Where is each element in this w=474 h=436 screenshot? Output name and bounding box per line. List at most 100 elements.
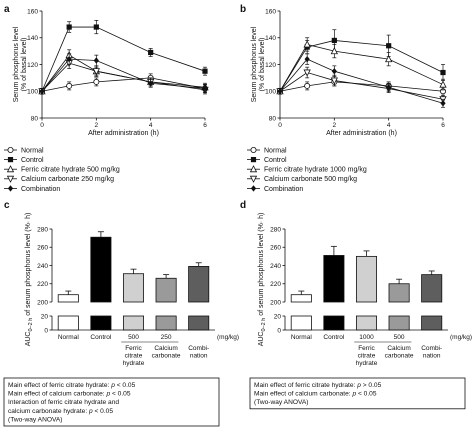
- data-point: [66, 82, 73, 89]
- legend-marker: [6, 165, 15, 173]
- stats-line: Main effect of calcium carbonate: p < 0.…: [8, 391, 131, 398]
- x-tick-label: 6: [203, 122, 207, 129]
- y-tick-label: 100: [27, 89, 38, 96]
- data-point: [202, 85, 208, 92]
- legend: Normal Control Ferric citrate hydrate 500 …: [4, 146, 120, 193]
- y-tick-label: 140: [27, 35, 38, 42]
- stats-line: Main effect of ferric citrate hydrate: p…: [8, 382, 136, 389]
- series-4: [277, 53, 446, 108]
- x-tick-label: 4: [149, 122, 153, 129]
- dose-label: 1000: [359, 334, 374, 341]
- category-label: carbonate: [152, 353, 181, 360]
- legend-entry: Control: [21, 157, 44, 164]
- series-3: [276, 66, 447, 104]
- data-point: [330, 47, 338, 55]
- bar-1: Control: [90, 231, 112, 341]
- panel-letter: d: [240, 200, 246, 211]
- bar-4: Combi-nation: [421, 270, 443, 360]
- panel-letter: a: [4, 4, 10, 15]
- category-label: citrate: [125, 353, 143, 360]
- category-label: citrate: [358, 353, 376, 360]
- y-tick-label: 120: [27, 62, 38, 69]
- y-axis-label: AUC0–2 h of serum phosphorus level (%· h…: [25, 213, 34, 347]
- line-panel-b: b 80 100 120 140 160 0 2 4 6 After administration …: [240, 4, 447, 193]
- bar-upper: [290, 294, 312, 303]
- data-point: [440, 69, 446, 76]
- category-label: Normal: [291, 334, 313, 341]
- y-tick-label: 0: [44, 327, 48, 334]
- bar-lower: [57, 315, 79, 331]
- legend: Normal Control Ferric citrate hydrate 1000…: [247, 146, 367, 193]
- data-point: [66, 24, 72, 30]
- x-axis-label: After administration (h): [88, 130, 159, 137]
- y-tick-label: 260: [270, 245, 281, 252]
- bar-4: Combi-nation: [188, 262, 210, 360]
- legend-entry: Combination: [21, 186, 60, 193]
- y-tick-label: 220: [37, 281, 48, 288]
- x-axis-label: After administration (h): [326, 130, 397, 137]
- stats-box: Main effect of ferric citrate hydrate: p…: [249, 377, 466, 410]
- bar-lower: [355, 315, 378, 331]
- y-tick-label: 240: [37, 263, 48, 270]
- stats-box: Main effect of ferric citrate hydrate: p…: [3, 377, 220, 427]
- x-tick-label: 2: [333, 122, 337, 129]
- bar-upper: [57, 294, 79, 303]
- legend-marker: [249, 175, 258, 183]
- data-point: [303, 40, 311, 48]
- data-point: [93, 24, 99, 30]
- category-label: Ferric: [125, 345, 142, 352]
- data-point: [93, 57, 99, 64]
- y-tick-label: 280: [270, 226, 281, 233]
- dose-label: 500: [128, 334, 139, 341]
- category-label: nation: [190, 353, 208, 360]
- data-point: [440, 100, 446, 107]
- data-point: [303, 69, 311, 77]
- bar-panel-d: d 200 220 240 260 280 0 20 AUC0–2 h of serum pho…: [240, 200, 472, 410]
- category-label: Control: [90, 334, 112, 341]
- bar-upper: [90, 236, 112, 303]
- category-label: Normal: [58, 334, 80, 341]
- dose-unit-label: (mg/kg): [217, 334, 239, 341]
- legend-marker: [250, 185, 257, 192]
- x-tick-label: 6: [441, 122, 445, 129]
- stats-line: (Two-way ANOVA): [8, 416, 62, 423]
- bar-upper: [355, 255, 378, 303]
- data-point: [304, 82, 311, 89]
- y-tick-label: 160: [265, 8, 276, 15]
- stats-line: (Two-way ANOVA): [254, 399, 308, 406]
- y-axis-units: (% of basal level): [21, 38, 28, 92]
- stats-box-frame: [249, 377, 466, 410]
- series-4: [39, 53, 208, 95]
- stats-line: Interaction of ferric citrate hydrate an…: [8, 399, 119, 406]
- stats-line: Main effect of calcium carbonate: p < 0.…: [254, 391, 377, 398]
- x-tick-label: 0: [278, 122, 282, 129]
- data-point: [331, 67, 337, 75]
- bar-panel-c: c 200 220 240 260 280 0 20 AUC0–2 h of serum pho…: [3, 200, 239, 427]
- panel-letter: b: [240, 4, 246, 15]
- legend-entry: Ferric citrate hydrate 1000 mg/kg: [264, 167, 367, 174]
- dose-label: 500: [394, 334, 405, 341]
- legend-entry: Combination: [264, 186, 303, 193]
- data-point: [92, 68, 100, 76]
- series-1: [39, 20, 208, 95]
- bar-upper: [323, 255, 345, 303]
- y-axis-units: (% of basal level): [259, 38, 266, 92]
- y-tick-label: 240: [270, 263, 281, 270]
- category-label: Control: [323, 334, 345, 341]
- y-tick-label: 20: [41, 313, 49, 320]
- data-point: [93, 78, 100, 85]
- stats-line: calcium carbonate hydrate: p < 0.05: [8, 408, 113, 415]
- panel-letter: c: [4, 200, 10, 211]
- y-tick-label: 120: [265, 62, 276, 69]
- y-tick-label: 220: [270, 281, 281, 288]
- legend-entry: Ferric citrate hydrate 500 mg/kg: [21, 167, 120, 174]
- legend-entry: Normal: [21, 147, 44, 154]
- y-tick-label: 80: [269, 115, 277, 122]
- y-tick-label: 200: [270, 299, 281, 306]
- x-tick-label: 0: [40, 122, 44, 129]
- y-tick-label: 280: [37, 226, 48, 233]
- y-tick-label: 80: [31, 115, 39, 122]
